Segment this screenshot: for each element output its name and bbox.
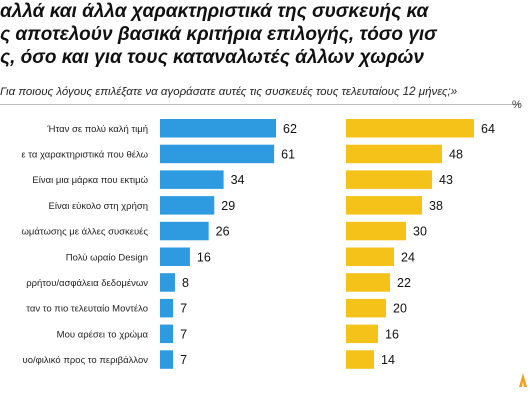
value-label: 8 [182, 276, 189, 290]
value-label: 34 [231, 173, 245, 187]
bar-series-1 [160, 196, 215, 215]
value-label: 30 [413, 225, 427, 239]
category-label: Είναι μια μάρκα που εκτιμώ [32, 175, 148, 186]
question-divider [0, 104, 520, 105]
bar-series-2 [346, 324, 378, 344]
headline-line-2: ς αποτελούν βασικά κριτήρια επιλογής, τό… [0, 24, 437, 45]
value-label: 29 [221, 199, 235, 213]
value-label: 7 [180, 302, 187, 316]
bar-series-2 [346, 350, 374, 369]
category-label: Μου αρέσει το χρώμα [57, 329, 149, 340]
category-label: υο/φιλικό προς το περιβάλλον [23, 355, 149, 366]
bar-series-2 [346, 144, 442, 164]
value-label: 7 [180, 353, 187, 367]
percent-unit-marker: % [512, 99, 522, 111]
headline-line-1: αλλά και άλλα χαρακτηριστικά της συσκευή… [0, 1, 429, 22]
value-label: 16 [385, 327, 399, 341]
bar-series-2 [346, 247, 394, 266]
category-label: ρρήτου/ασφάλεια δεδομένων [26, 278, 148, 289]
bar-series-1 [160, 221, 209, 241]
category-label: ωμάτωσης με άλλες συσκευές [22, 227, 149, 238]
bar-series-2 [346, 298, 386, 318]
bar-series-1 [160, 298, 174, 318]
value-label: 64 [481, 122, 495, 136]
value-label: 7 [180, 327, 187, 341]
value-label: 14 [381, 353, 395, 367]
value-label: 38 [429, 199, 443, 213]
value-label: 62 [283, 122, 297, 136]
bar-series-1 [160, 350, 174, 369]
value-label: 26 [216, 225, 230, 239]
value-label: 22 [397, 276, 411, 290]
survey-question: Για ποιους λόγους επιλέξατε να αγοράσατε… [0, 86, 458, 98]
bar-series-2 [346, 273, 390, 292]
bar-series-2 [346, 221, 406, 241]
bar-series-1 [160, 119, 276, 138]
category-label: ταν το πιο τελευταίο Μοντέλο [26, 304, 148, 315]
bar-series-2 [346, 170, 432, 189]
bar-series-1 [160, 170, 224, 189]
value-label: 16 [197, 250, 211, 264]
value-label: 61 [281, 147, 295, 161]
value-label: 20 [393, 302, 407, 316]
bar-series-1 [160, 273, 175, 292]
headline: αλλά και άλλα χαρακτηριστικά της συσκευή… [0, 0, 530, 69]
value-label: 48 [449, 147, 463, 161]
bar-series-2 [346, 119, 474, 138]
publisher-logo-icon [519, 373, 527, 387]
bar-series-1 [160, 144, 275, 164]
bar-series-1 [160, 324, 174, 344]
bar-series-1 [160, 247, 190, 266]
category-label: Είναι εύκολο στη χρήση [49, 201, 149, 212]
headline-line-3: ς, όσο και για τους καταναλωτές άλλων χω… [0, 47, 424, 68]
bar-series-2 [346, 196, 422, 215]
category-label: Ήταν σε πολύ καλή τιμή [47, 124, 149, 135]
value-label: 43 [439, 173, 453, 187]
category-label: ε τα χαρακτηριστικά που θέλω [21, 149, 148, 160]
category-label: Πολύ ωραίο Design [66, 252, 148, 263]
value-label: 24 [401, 250, 415, 264]
